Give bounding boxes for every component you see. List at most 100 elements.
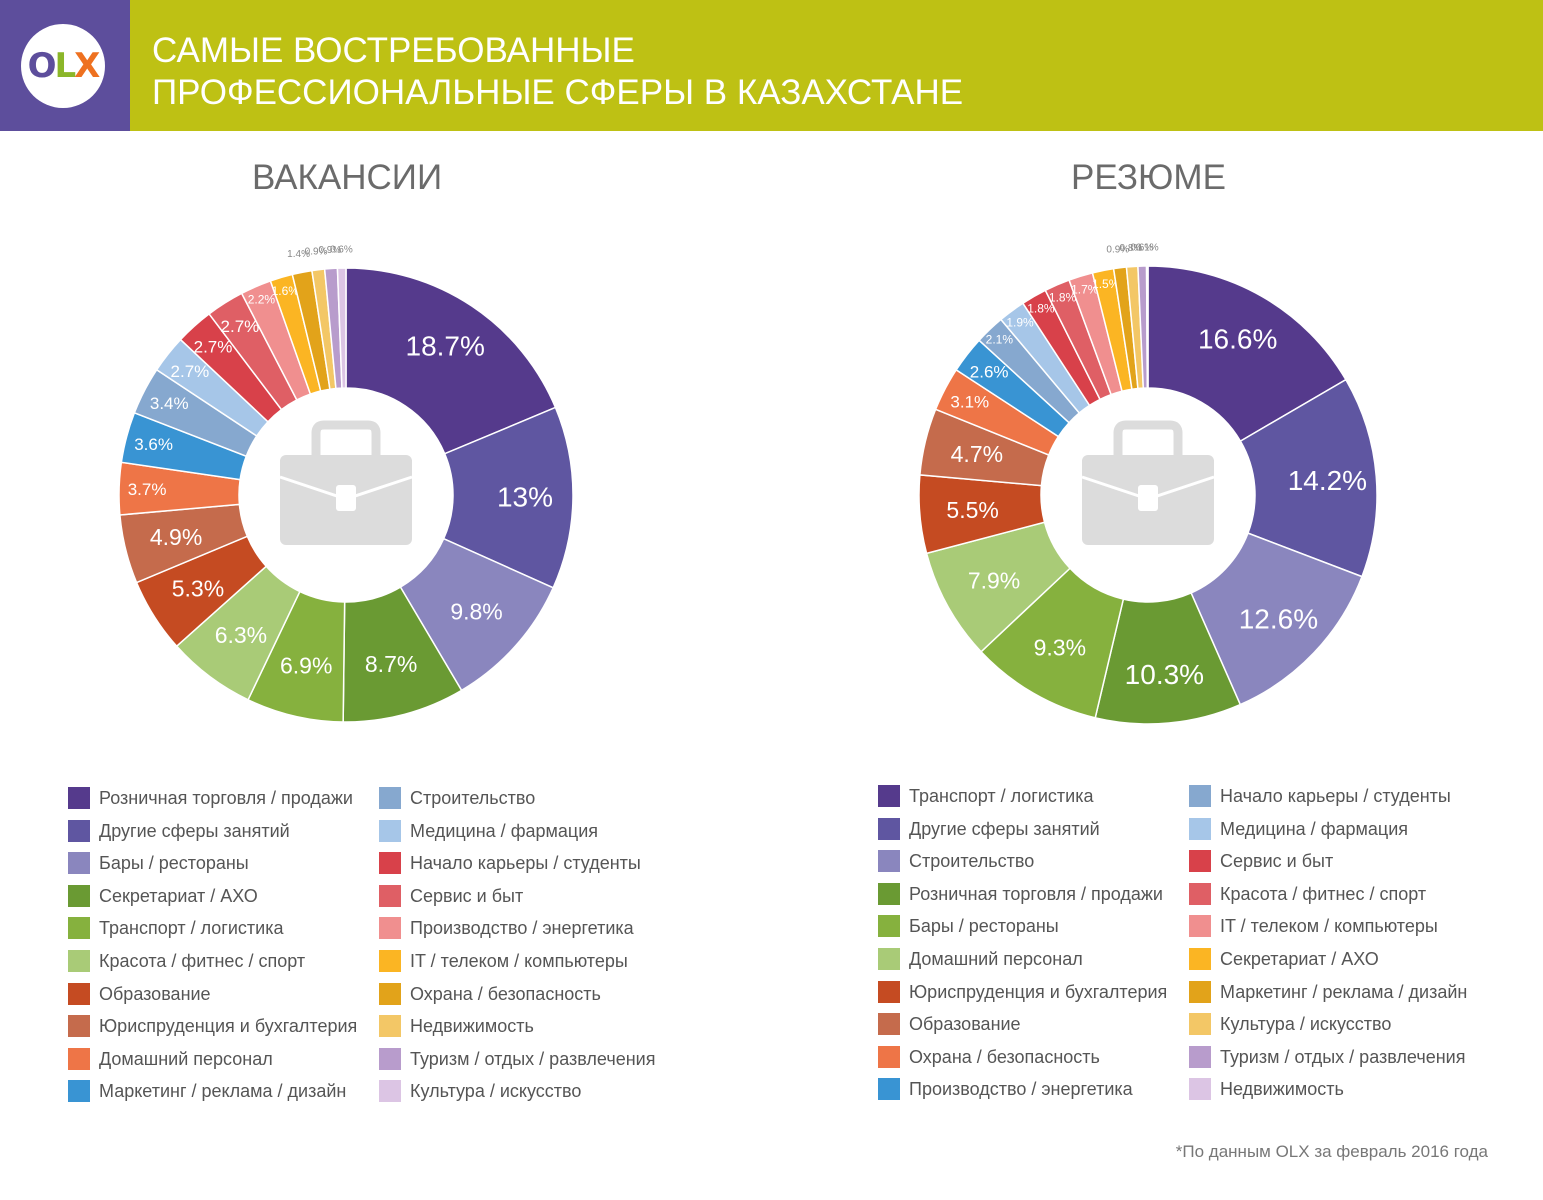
legend-swatch xyxy=(379,885,401,907)
slice-label: 13% xyxy=(497,482,553,513)
legend-swatch xyxy=(1189,883,1211,905)
legend-swatch xyxy=(878,981,900,1003)
logo-letter-l: L xyxy=(54,46,77,86)
slice-label: 0.9% xyxy=(305,246,328,257)
slice-label: 7.9% xyxy=(968,567,1020,593)
legend-swatch xyxy=(1189,1046,1211,1068)
slice-label: 3.4% xyxy=(150,394,189,413)
legend-swatch xyxy=(68,950,90,972)
legend-swatch xyxy=(878,1078,900,1100)
legend-label: Строительство xyxy=(410,788,536,808)
slice-label: 0.6% xyxy=(1130,243,1153,254)
legend-swatch xyxy=(68,820,90,842)
legend-label: Маркетинг / реклама / дизайн xyxy=(99,1081,347,1101)
briefcase-clasp xyxy=(1138,485,1158,511)
legend-swatch xyxy=(1189,850,1211,872)
legend-swatch xyxy=(379,917,401,939)
legend-swatch xyxy=(1189,785,1211,807)
donut-slice[interactable] xyxy=(345,267,557,455)
legend-swatch xyxy=(878,850,900,872)
legend-label: Сервис и быт xyxy=(1220,851,1334,871)
legend-swatch xyxy=(379,852,401,874)
legend-label: Юриспруденция и бухгалтерия xyxy=(909,982,1168,1002)
legend-label: Другие сферы занятий xyxy=(909,819,1100,839)
legend-swatch xyxy=(68,787,90,809)
logo-panel: OLX xyxy=(0,0,130,131)
legend-label: Розничная торговля / продажи xyxy=(99,788,353,808)
legend-label: Другие сферы занятий xyxy=(99,821,290,841)
legend-swatch xyxy=(1189,915,1211,937)
slice-label: 1.8% xyxy=(1049,291,1077,305)
briefcase-handle xyxy=(1113,420,1183,457)
legend-label: Туризм / отдых / развлечения xyxy=(1220,1047,1466,1067)
source-footnote: *По данным OLX за февраль 2016 года xyxy=(1175,1142,1488,1161)
legend-swatch xyxy=(379,1080,401,1102)
legend-label: Секретариат / АХО xyxy=(99,886,258,906)
briefcase-icon xyxy=(1081,420,1215,545)
legend-swatch xyxy=(878,1046,900,1068)
legend-swatch xyxy=(379,950,401,972)
legend-swatch xyxy=(68,917,90,939)
donut-slice[interactable] xyxy=(1239,378,1378,578)
legend-label: IT / телеком / компьютеры xyxy=(1220,916,1438,936)
slice-label: 1.7% xyxy=(1071,283,1099,297)
legend-label: Культура / искусство xyxy=(410,1081,582,1101)
olx-logo[interactable]: OLX xyxy=(21,24,105,108)
donut-slice[interactable] xyxy=(1147,265,1347,443)
slice-label: 0.9% xyxy=(1106,244,1129,255)
legend-swatch xyxy=(1189,981,1211,1003)
legend-swatch xyxy=(379,1015,401,1037)
slice-label: 3.1% xyxy=(950,393,989,412)
slice-label: 0.9% xyxy=(318,245,341,256)
logo-letter-x: X xyxy=(74,46,100,86)
legend-label: Строительство xyxy=(909,851,1035,871)
slice-label: 1.4% xyxy=(287,249,310,260)
legend-label: Юриспруденция и бухгалтерия xyxy=(99,1016,358,1036)
donut-slice[interactable] xyxy=(336,267,347,389)
slice-label: 1.9% xyxy=(1006,315,1034,329)
chart-title-resumes: РЕЗЮМЕ xyxy=(1071,158,1226,197)
donut-slice[interactable] xyxy=(1145,265,1149,389)
slice-label: 2.7% xyxy=(221,317,260,336)
legend-swatch xyxy=(68,1048,90,1070)
briefcase-clasp xyxy=(336,485,356,511)
slice-label: 0.1% xyxy=(1136,243,1159,254)
donut-slice[interactable] xyxy=(1190,532,1363,706)
slice-label: 2.2% xyxy=(248,293,276,307)
legend-swatch xyxy=(878,818,900,840)
legend-swatch xyxy=(878,883,900,905)
legend-label: Транспорт / логистика xyxy=(99,918,284,938)
logo-text: OLX xyxy=(21,24,105,108)
slice-label: 12.6% xyxy=(1239,604,1318,635)
slice-label: 3.6% xyxy=(134,435,173,454)
legend-swatch xyxy=(878,948,900,970)
legend-label: IT / телеком / компьютеры xyxy=(410,951,628,971)
legend-swatch xyxy=(68,852,90,874)
slice-label: 0.6% xyxy=(330,245,353,256)
briefcase-handle xyxy=(311,420,381,457)
legend-label: Бары / рестораны xyxy=(909,916,1059,936)
slice-label: 9.3% xyxy=(1034,634,1086,660)
slice-label: 10.3% xyxy=(1125,659,1204,690)
legend-swatch xyxy=(379,820,401,842)
slice-label: 1.8% xyxy=(1027,302,1055,316)
legend-label: Производство / энергетика xyxy=(909,1079,1133,1099)
legend-swatch xyxy=(379,1048,401,1070)
slice-label: 8.7% xyxy=(365,651,417,677)
legend-label: Культура / искусство xyxy=(1220,1014,1392,1034)
legend-label: Домашний персонал xyxy=(99,1049,273,1069)
legend-swatch xyxy=(1189,818,1211,840)
slice-label: 1.6% xyxy=(272,284,300,298)
legend-swatch xyxy=(68,983,90,1005)
header-bar: OLX САМЫЕ ВОСТРЕБОВАННЫЕ ПРОФЕССИОНАЛЬНЫ… xyxy=(0,0,1543,131)
legend-swatch xyxy=(68,1080,90,1102)
legend-swatch xyxy=(878,1013,900,1035)
slice-label: 5.5% xyxy=(946,497,998,523)
legend-label: Образование xyxy=(909,1014,1021,1034)
legend-label: Домашний персонал xyxy=(909,949,1083,969)
legend-swatch xyxy=(1189,1078,1211,1100)
legend-label: Недвижимость xyxy=(410,1016,534,1036)
legend-label: Секретариат / АХО xyxy=(1220,949,1379,969)
